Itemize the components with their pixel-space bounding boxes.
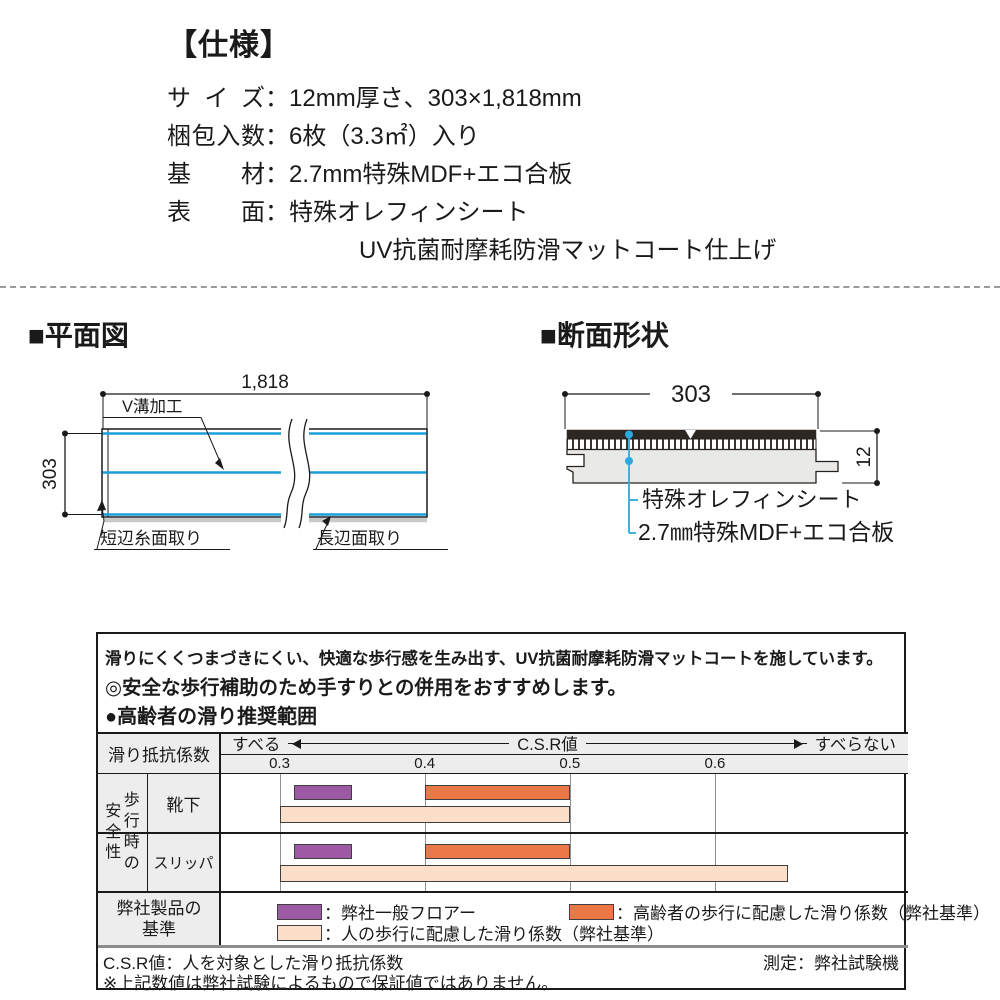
table-grid-line <box>146 774 148 892</box>
plywood-body <box>566 448 839 484</box>
axis-right-end-label: すべらない <box>814 736 897 754</box>
olefin-sheet-label: 特殊オレフィンシート <box>642 487 862 512</box>
table-grid-line <box>98 891 908 893</box>
section-dim-width-label: 303 <box>671 381 711 408</box>
table-grid-line <box>98 732 908 734</box>
plan-view-diagram: 1,818 V溝加工 303 短辺糸面取り 長辺面取り <box>40 372 448 550</box>
spec-value: 6枚（3.3㎡）入り <box>289 123 480 150</box>
spec-row-base: 基材：2.7mm特殊MDF+エコ合板 <box>167 156 776 194</box>
chart-title: ●高齢者の滑り推奨範囲 <box>105 706 318 728</box>
spec-colon: ： <box>265 85 289 112</box>
spec-row-package: 梱包入数：6枚（3.3㎡）入り <box>167 118 776 156</box>
arrowhead <box>97 500 106 511</box>
legend-swatch <box>277 903 322 920</box>
mdf-layer <box>566 438 817 450</box>
slip-advice: ◎安全な歩行補助のため手すりとの併用をおすすめします。 <box>105 677 627 699</box>
legend-label-people: ：人の歩行に配慮した滑り係数（弊社基準） <box>324 925 664 944</box>
break-curve <box>283 418 296 529</box>
csr-scale-row: 0.3 0.4 0.5 0.6 <box>220 754 908 773</box>
v-groove-notch <box>685 430 696 439</box>
legend-swatch <box>277 924 322 941</box>
plan-dim-height-label: 303 <box>40 458 61 490</box>
row-label-socks: 靴下 <box>147 774 220 833</box>
spec-colon: ： <box>265 199 289 226</box>
table-grid-line <box>220 754 908 755</box>
spec-heading: 【仕様】 <box>167 29 291 62</box>
spec-label: サイズ <box>167 85 265 112</box>
spec-label: 基材 <box>167 161 265 188</box>
spec-colon: ： <box>265 161 289 188</box>
csr-arrow-right <box>585 738 807 749</box>
long-edge-label: 長辺面取り <box>317 529 402 548</box>
csr-arrow-row: すべる C.S.R値 すべらない <box>220 732 908 754</box>
leader-dot <box>625 457 633 465</box>
dashed-separator <box>0 286 1000 288</box>
chart-row-0 <box>220 774 908 833</box>
table-grid-line <box>98 772 908 774</box>
table-bottom-rule <box>98 945 908 948</box>
cross-section-diagram: 303 12 特殊オレフィンシート 2.7㎜特殊MDF+エコ合板 <box>562 381 894 545</box>
break-curve <box>298 418 311 529</box>
cross-section-title: ■断面形状 <box>540 320 669 351</box>
range-bar <box>294 844 353 859</box>
spec-rows: サイズ：12mm厚さ、303×1,818mm 梱包入数：6枚（3.3㎡）入り 基… <box>167 80 776 270</box>
axis-tick-label: 0.5 <box>559 755 581 772</box>
base-material-label: 2.7㎜特殊MDF+エコ合板 <box>638 519 894 545</box>
spec-block: 【仕様】 サイズ：12mm厚さ、303×1,818mm 梱包入数：6枚（3.3㎡… <box>167 20 776 270</box>
range-bar <box>294 785 353 800</box>
spec-row-surface-cont: UV抗菌耐摩耗防滑マットコート仕上げ <box>359 237 777 264</box>
legend-label-general-floor: ：弊社一般フロアー <box>324 904 476 923</box>
leader-dot <box>625 430 633 439</box>
v-groove-label: V溝加工 <box>122 397 183 416</box>
range-bar <box>424 844 570 859</box>
spec-label: 表面 <box>167 199 265 226</box>
axis-left-end-label: すべる <box>232 736 281 754</box>
chart-row-1 <box>220 833 908 892</box>
dim-dot <box>874 428 880 434</box>
short-edge-label: 短辺糸面取り <box>100 529 202 548</box>
header-cell-coefficient: 滑り抵抗係数 <box>98 732 220 774</box>
legend-area: ：弊社一般フロアー ：高齢者の歩行に配慮した滑り係数（弊社基準） ：人の歩行に配… <box>220 892 990 945</box>
axis-tick-label: 0.6 <box>704 755 726 772</box>
spec-colon: ： <box>265 123 289 150</box>
spec-label: 梱包入数 <box>167 123 265 150</box>
plan-dim-width-label: 1,818 <box>241 372 289 393</box>
spec-row-surface: 表面：特殊オレフィンシート <box>167 194 776 232</box>
bottom-chamfer-shadow <box>104 517 427 523</box>
vertical-label-when-walking: 歩行時の <box>123 792 140 872</box>
table-grid-line <box>219 732 221 945</box>
measurement-note: 測定：弊社試験機 <box>763 954 899 973</box>
arrowhead <box>215 458 224 470</box>
row-label-company-standard: 弊社製品の 基準 <box>98 892 220 945</box>
axis-tick-label: 0.4 <box>414 755 436 772</box>
legend-label-elderly: ：高齢者の歩行に配慮した滑り係数（弊社基準） <box>615 904 990 923</box>
slip-description: 滑りにくくつまづきにくい、快適な歩行感を生み出す、UV抗菌耐摩耗防滑マットコート… <box>105 650 883 668</box>
range-bar <box>424 785 570 800</box>
plan-view-title: ■平面図 <box>28 320 129 351</box>
slip-resistance-panel: 滑りにくくつまづきにくい、快適な歩行感を生み出す、UV抗菌耐摩耗防滑マットコート… <box>96 632 990 993</box>
dim-dot <box>874 480 880 486</box>
csr-definition: C.S.R値：人を対象とした滑り抵抗係数 <box>103 954 404 973</box>
legend-swatch <box>568 903 614 920</box>
table-grid-line <box>98 832 908 834</box>
range-bar <box>279 865 788 882</box>
range-bar <box>279 806 570 823</box>
csr-arrow-left <box>288 738 510 749</box>
spec-value: 特殊オレフィンシート <box>289 199 529 226</box>
section-dim-thickness-label: 12 <box>854 446 875 467</box>
axis-title: C.S.R値 <box>517 736 578 754</box>
axis-tick-label: 0.3 <box>269 755 290 772</box>
spec-value: 12mm厚さ、303×1,818mm <box>289 85 582 112</box>
disclaimer-note: ※上記数値は弊社試験によるもので保証値ではありません。 <box>103 974 559 993</box>
spec-value: 2.7mm特殊MDF+エコ合板 <box>289 161 573 188</box>
row-label-slippers: スリッパ <box>147 833 220 892</box>
vertical-label-safety: 安全性 <box>105 802 122 862</box>
arrowhead <box>322 516 331 526</box>
spec-row-size: サイズ：12mm厚さ、303×1,818mm <box>167 80 776 118</box>
